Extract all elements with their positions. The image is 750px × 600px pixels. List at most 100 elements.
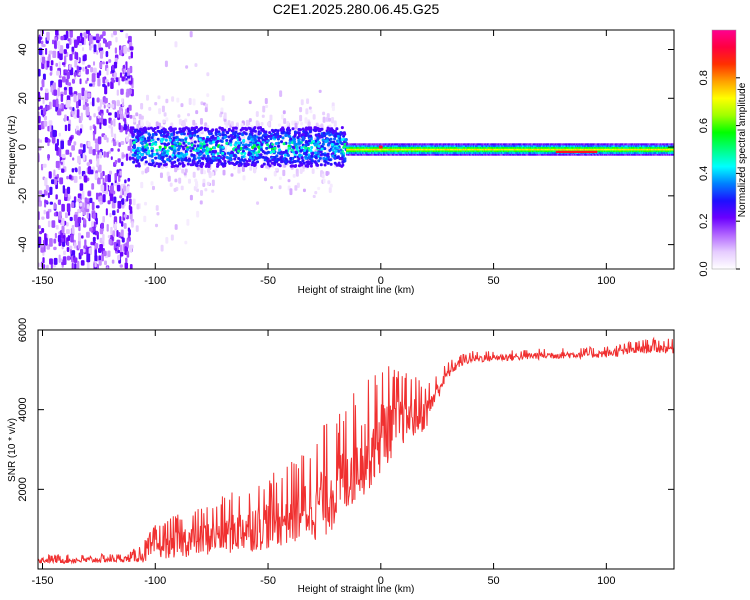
heatmap-cell <box>138 113 142 120</box>
heatmap-cell <box>305 131 309 135</box>
heatmap-cell <box>114 181 118 187</box>
heatmap-cell <box>113 61 118 69</box>
heatmap-cell <box>299 106 303 113</box>
heatmap-cell <box>232 126 236 130</box>
heatmap-cell <box>298 160 302 164</box>
heatmap-cell <box>165 143 169 147</box>
heatmap-cell <box>109 193 114 202</box>
heatmap-cell <box>326 113 330 118</box>
heatmap-cell <box>80 260 85 266</box>
heatmap-cell <box>265 104 269 109</box>
heatmap-cell <box>307 121 311 126</box>
heatmap-cell <box>38 138 41 143</box>
heatmap-cell <box>74 263 77 269</box>
heatmap-cell <box>126 239 129 248</box>
heatmap-cell <box>129 138 132 148</box>
heatmap-cell <box>197 156 201 160</box>
heatmap-cell <box>177 151 181 155</box>
heatmap-cell <box>304 143 308 147</box>
heatmap-cell <box>269 134 273 138</box>
heatmap-cell <box>137 134 141 138</box>
heatmap-cell <box>123 223 127 229</box>
heatmap-cell <box>121 221 124 227</box>
heatmap-cell <box>205 159 209 163</box>
heatmap-cell <box>153 127 157 131</box>
heatmap-cell <box>140 158 144 162</box>
heatmap-cell <box>323 134 327 138</box>
heatmap-cell <box>141 170 145 175</box>
heatmap-cell <box>116 140 119 146</box>
heatmap-cell <box>200 167 204 175</box>
heatmap-cell <box>69 53 73 61</box>
heatmap-cell <box>66 186 71 194</box>
heatmap-cell <box>301 138 305 142</box>
heatmap-cell <box>181 168 185 174</box>
heatmap-cell <box>246 163 250 167</box>
heatmap-cell <box>94 260 97 268</box>
heatmap-cell <box>234 148 238 152</box>
heatmap-cell <box>105 79 109 84</box>
heatmap-cell <box>229 154 233 158</box>
heatmap-cell <box>206 154 210 158</box>
heatmap-cell <box>310 146 314 150</box>
heatmap-cell <box>302 163 306 169</box>
heatmap-cell <box>105 61 109 65</box>
heatmap-cell <box>106 266 109 269</box>
heatmap-cell <box>47 220 51 228</box>
heatmap-cell <box>284 134 288 138</box>
heatmap-cell <box>162 119 166 124</box>
heatmap-cell <box>286 121 290 126</box>
heatmap-cell <box>69 245 73 250</box>
heatmap-cell <box>265 156 269 160</box>
heatmap-cell <box>82 98 86 106</box>
heatmap-cell <box>134 164 138 168</box>
heatmap-cell <box>129 114 133 119</box>
heatmap-cell <box>136 203 140 210</box>
heatmap-cell <box>89 197 93 204</box>
heatmap-cell <box>344 138 348 142</box>
heatmap-cell <box>78 149 83 155</box>
heatmap-cell <box>89 45 92 51</box>
heatmap-cell <box>339 148 343 152</box>
heatmap-cell <box>128 80 133 85</box>
heatmap-cell <box>43 209 46 215</box>
heatmap-cell <box>143 215 147 223</box>
heatmap-cell <box>93 36 97 41</box>
heatmap-cell <box>105 42 109 48</box>
heatmap-cell <box>184 158 188 162</box>
heatmap-cell <box>58 61 61 70</box>
heatmap-cell <box>118 142 121 148</box>
heatmap-cell <box>213 149 217 153</box>
heatmap-cell <box>155 223 159 228</box>
heatmap-cell <box>55 30 59 36</box>
heatmap-cell <box>68 86 73 95</box>
heatmap-cell <box>216 152 220 156</box>
heatmap-cell <box>73 141 77 146</box>
heatmap-cell <box>79 183 84 191</box>
heatmap-cell <box>232 153 236 157</box>
heatmap-cell <box>269 114 273 121</box>
heatmap-cell <box>83 218 86 225</box>
heatmap-cell <box>144 160 148 164</box>
heatmap-cell <box>66 255 71 261</box>
heatmap-cell <box>123 185 127 192</box>
heatmap-cell <box>211 135 215 139</box>
heatmap-cell <box>253 129 257 133</box>
heatmap-cell <box>234 130 238 134</box>
heatmap-cell <box>39 105 43 110</box>
heatmap-cell <box>288 160 292 164</box>
heatmap-cell <box>106 104 111 108</box>
heatmap-cell <box>326 147 330 154</box>
heatmap-cell <box>93 125 97 135</box>
heatmap-cell <box>278 148 282 152</box>
heatmap-cell <box>60 93 64 103</box>
heatmap-cell <box>317 134 321 138</box>
heatmap-cell <box>79 202 83 207</box>
heatmap-cell <box>52 129 57 138</box>
heatmap-cell <box>176 158 180 162</box>
heatmap-cell <box>278 176 282 181</box>
heatmap-cell <box>148 142 152 146</box>
heatmap-cell <box>212 140 216 144</box>
heatmap-cell <box>203 170 207 175</box>
heatmap-cell <box>320 147 324 151</box>
